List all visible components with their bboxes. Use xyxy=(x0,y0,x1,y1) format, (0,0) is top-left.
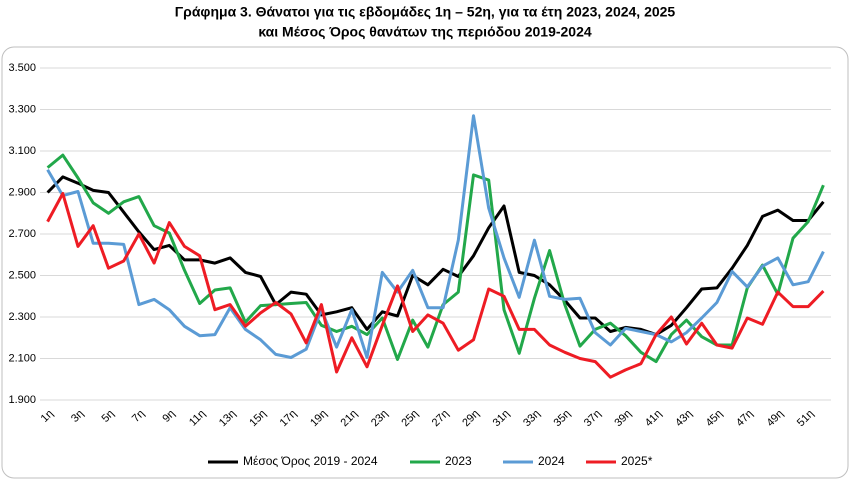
y-tick-label: 1.900 xyxy=(8,394,36,406)
y-tick-label: 2.100 xyxy=(8,352,36,364)
chart-title: και Μέσος Όρος θανάτων της περιόδου 2019… xyxy=(258,24,592,40)
y-tick-label: 3.500 xyxy=(8,62,36,74)
legend-label: 2024 xyxy=(538,454,565,468)
y-tick-label: 3.100 xyxy=(8,145,36,157)
y-tick-label: 2.700 xyxy=(8,228,36,240)
chart-frame xyxy=(1,46,849,479)
data-line xyxy=(46,153,825,364)
y-tick-label: 2.500 xyxy=(8,269,36,281)
legend-label: 2025* xyxy=(621,454,653,468)
data-line xyxy=(46,114,825,359)
y-tick-label: 2.900 xyxy=(8,186,36,198)
legend-label: 2023 xyxy=(445,454,472,468)
y-tick-label: 3.300 xyxy=(8,103,36,115)
chart-title: Γράφημα 3. Θάνατοι για τις εβδομάδες 1η … xyxy=(175,4,676,20)
data-line xyxy=(46,192,825,379)
y-tick-label: 2.300 xyxy=(8,311,36,323)
legend-label: Μέσος Όρος 2019 - 2024 xyxy=(243,454,378,468)
